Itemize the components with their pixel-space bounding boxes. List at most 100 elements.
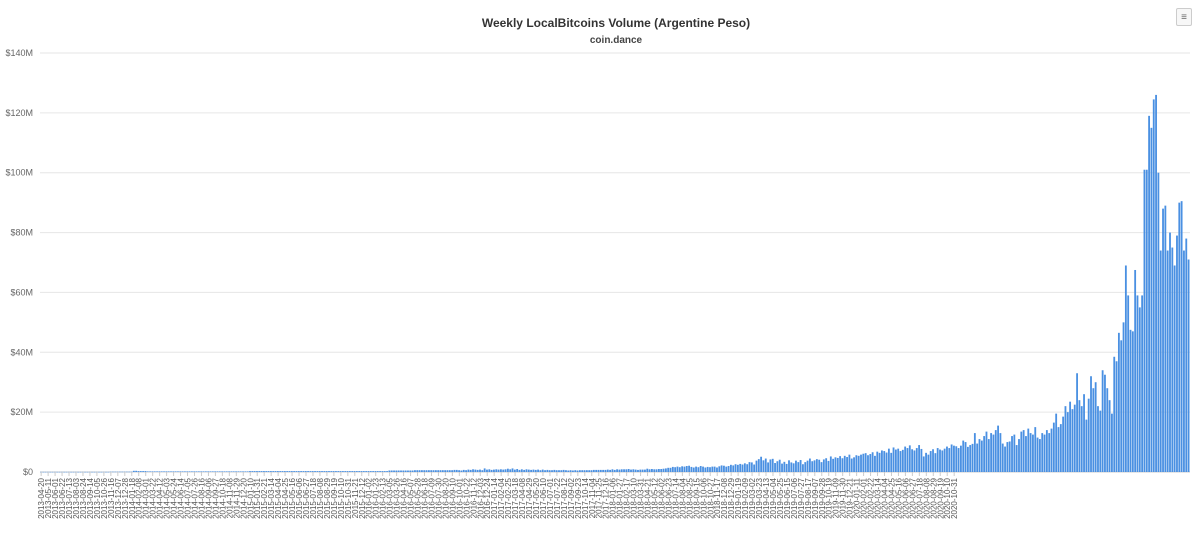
bar[interactable] [802, 464, 804, 472]
bar[interactable] [1015, 445, 1018, 472]
bar[interactable] [128, 471, 131, 473]
bar[interactable] [616, 469, 618, 472]
bar[interactable] [906, 448, 909, 472]
bar[interactable] [1108, 400, 1111, 472]
bar[interactable] [360, 471, 363, 472]
bar[interactable] [1043, 434, 1046, 472]
bar[interactable] [1045, 430, 1048, 472]
bar[interactable] [1062, 416, 1065, 472]
bar[interactable] [309, 471, 312, 472]
bar[interactable] [1059, 424, 1062, 472]
bar[interactable] [195, 471, 198, 472]
bar[interactable] [618, 469, 621, 472]
bar[interactable] [346, 471, 349, 472]
bar[interactable] [897, 448, 900, 472]
bar[interactable] [446, 470, 449, 472]
bar[interactable] [883, 451, 886, 472]
bar[interactable] [121, 471, 124, 473]
bar[interactable] [653, 469, 656, 472]
bar[interactable] [105, 471, 107, 473]
bar[interactable] [999, 433, 1002, 472]
bar[interactable] [576, 470, 579, 472]
bar[interactable] [451, 470, 454, 472]
bar[interactable] [293, 471, 296, 472]
bar[interactable] [850, 458, 853, 472]
bar[interactable] [1159, 250, 1162, 472]
bar[interactable] [409, 470, 412, 472]
bar[interactable] [862, 453, 865, 472]
bar[interactable] [639, 469, 642, 472]
bar[interactable] [769, 459, 772, 472]
bar[interactable] [1101, 370, 1104, 472]
bar[interactable] [741, 464, 744, 472]
bar[interactable] [734, 464, 737, 472]
bar[interactable] [785, 463, 788, 472]
bar[interactable] [270, 471, 272, 472]
bar[interactable] [246, 471, 249, 472]
bar[interactable] [163, 471, 165, 472]
bar[interactable] [957, 448, 960, 472]
bar[interactable] [258, 471, 261, 472]
bar[interactable] [980, 440, 983, 472]
bar[interactable] [265, 471, 268, 472]
bar[interactable] [527, 469, 530, 472]
bar[interactable] [1136, 295, 1139, 472]
bar[interactable] [818, 459, 821, 472]
bar[interactable] [702, 466, 704, 472]
bar[interactable] [611, 469, 614, 472]
bar[interactable] [827, 460, 830, 472]
bar[interactable] [146, 471, 149, 472]
bar[interactable] [523, 469, 526, 472]
bar[interactable] [562, 469, 565, 472]
bar[interactable] [644, 469, 646, 472]
bar[interactable] [1036, 437, 1039, 472]
bar[interactable] [904, 446, 907, 472]
bar[interactable] [613, 469, 616, 472]
bar[interactable] [339, 471, 342, 472]
bar[interactable] [853, 457, 855, 472]
bar[interactable] [318, 471, 321, 472]
bar[interactable] [139, 471, 142, 472]
bar[interactable] [899, 451, 902, 472]
bar[interactable] [915, 448, 918, 472]
bar[interactable] [49, 471, 52, 473]
bar[interactable] [142, 471, 145, 472]
bar[interactable] [795, 460, 797, 472]
bar[interactable] [978, 439, 981, 472]
bar[interactable] [1085, 419, 1088, 472]
bar[interactable] [1087, 398, 1090, 472]
bar[interactable] [595, 469, 598, 472]
bar[interactable] [953, 445, 955, 472]
bar[interactable] [874, 455, 876, 472]
bar[interactable] [530, 469, 533, 472]
bar[interactable] [1143, 169, 1146, 472]
bar[interactable] [372, 471, 375, 472]
bar[interactable] [567, 470, 570, 472]
bar[interactable] [63, 471, 66, 473]
bar[interactable] [632, 469, 635, 472]
bar[interactable] [51, 471, 54, 473]
bar[interactable] [716, 467, 718, 472]
bar[interactable] [871, 452, 874, 472]
bar[interactable] [376, 471, 379, 472]
bar[interactable] [218, 471, 221, 472]
bar[interactable] [660, 469, 663, 472]
bar[interactable] [351, 471, 354, 472]
bar[interactable] [966, 446, 969, 472]
bar[interactable] [867, 455, 869, 472]
bar[interactable] [646, 468, 649, 472]
bar[interactable] [1029, 433, 1032, 472]
bar[interactable] [946, 446, 948, 472]
bar[interactable] [342, 471, 344, 472]
bar[interactable] [697, 467, 700, 472]
bar[interactable] [918, 445, 921, 472]
bar[interactable] [881, 450, 883, 472]
bar[interactable] [711, 466, 714, 472]
bar[interactable] [678, 467, 681, 472]
bar[interactable] [948, 448, 951, 472]
bar[interactable] [757, 459, 760, 472]
bar[interactable] [98, 471, 100, 473]
bar[interactable] [760, 456, 763, 472]
bar[interactable] [730, 464, 732, 472]
bar[interactable] [302, 471, 305, 472]
